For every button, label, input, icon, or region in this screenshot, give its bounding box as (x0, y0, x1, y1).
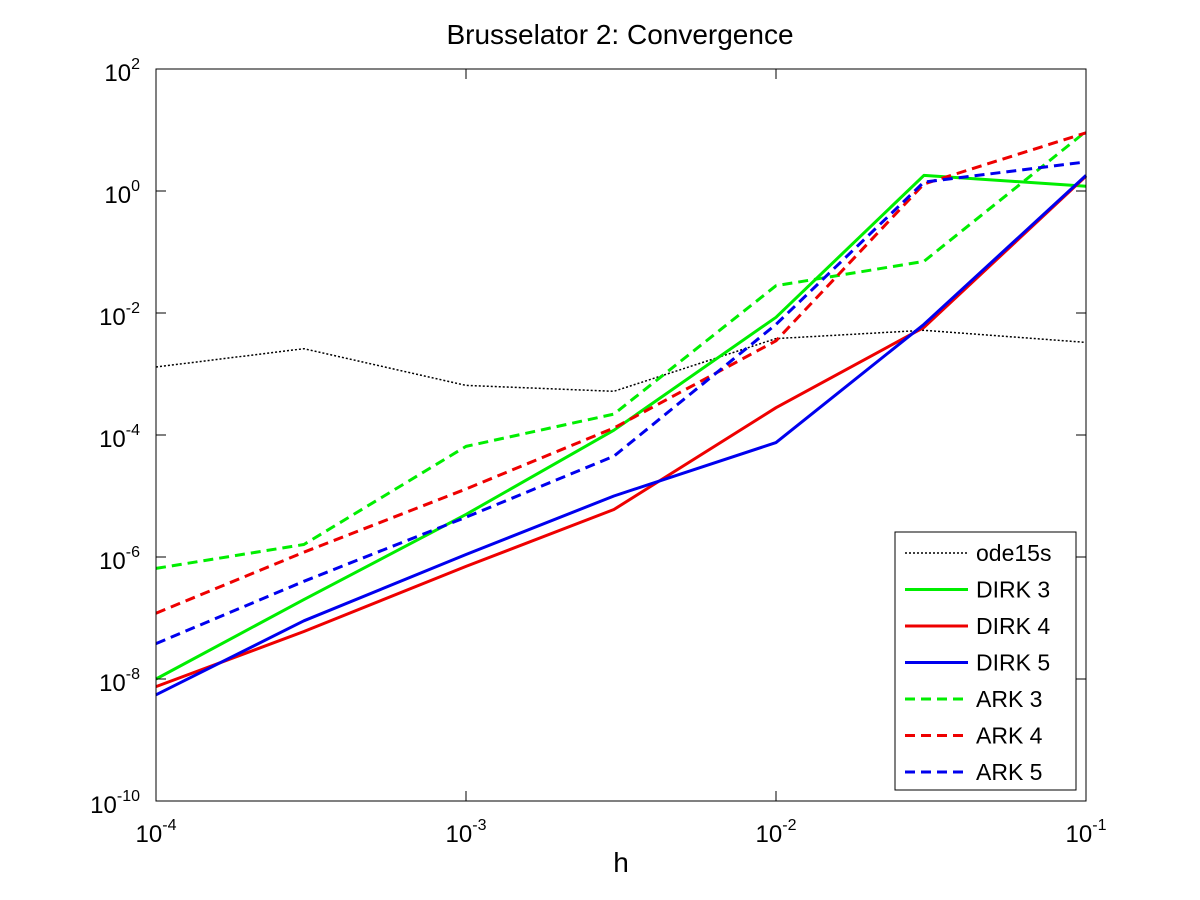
x-tick-label: 10-2 (756, 817, 797, 848)
y-tick-label: 10-4 (99, 422, 140, 453)
chart-title: Brusselator 2: Convergence (446, 19, 793, 50)
ticks-layer: 10-4 10-3 10-2 10-1 10-10 10-8 10-6 10-4 10-2 100… (90, 56, 1106, 848)
legend-label: ARK 4 (976, 723, 1043, 749)
legend-label: DIRK 3 (976, 577, 1050, 603)
legend-label: DIRK 4 (976, 613, 1050, 639)
x-axis-label: h (613, 847, 629, 878)
series-line-dirk-5 (155, 174, 1088, 697)
series-line-ark-5 (155, 160, 1087, 645)
series-line-ode15s (155, 329, 1087, 393)
y-tick-label: 10-2 (99, 300, 140, 331)
x-tick-label: 10-3 (446, 817, 487, 848)
x-tick-label: 10-4 (136, 817, 177, 848)
y-tick-label: 100 (104, 178, 140, 209)
legend-label: ARK 5 (976, 759, 1042, 785)
y-tick-label: 102 (104, 56, 140, 87)
legend-label: ARK 3 (976, 686, 1042, 712)
legend: ode15s DIRK 3 DIRK 4 DIRK 5 ARK 3 ARK 4 ARK 5 (894, 531, 1077, 791)
y-tick-label: 10-10 (90, 788, 140, 819)
x-tick-label: 10-1 (1066, 817, 1107, 848)
series-layer (155, 130, 1088, 697)
series-line-dirk-4 (155, 175, 1088, 689)
legend-label: ode15s (976, 540, 1051, 566)
series-line-dirk-3 (155, 173, 1087, 681)
y-tick-label: 10-6 (99, 544, 140, 575)
series-line-ark-3 (155, 130, 1087, 570)
y-tick-label: 10-8 (99, 666, 140, 697)
legend-label: DIRK 5 (976, 650, 1050, 676)
